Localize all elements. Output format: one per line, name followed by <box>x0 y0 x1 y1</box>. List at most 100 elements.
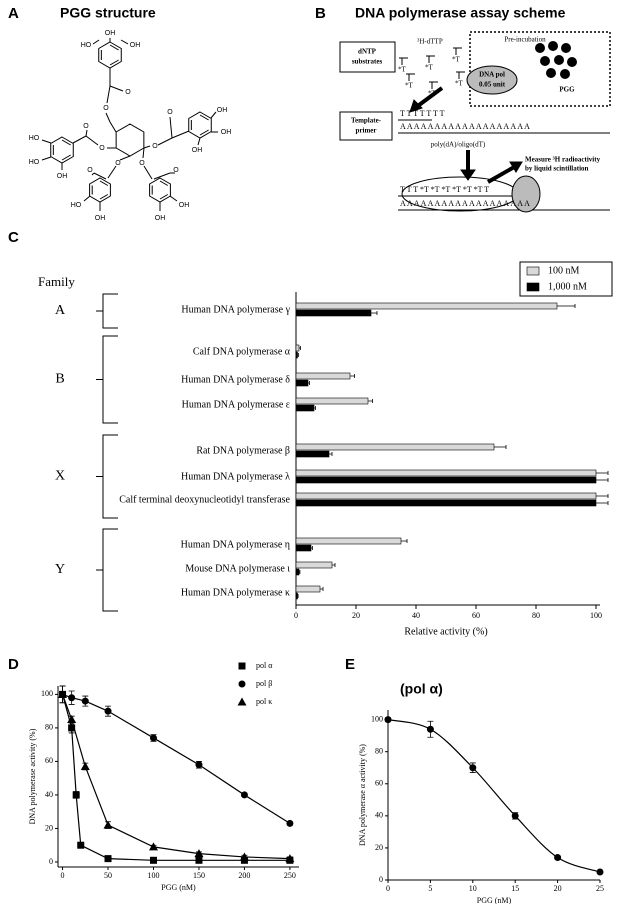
template-label: Template- <box>351 117 382 125</box>
bar <box>295 397 369 405</box>
data-point <box>68 724 76 732</box>
legend-marker <box>238 662 246 670</box>
bond <box>143 165 153 180</box>
ring <box>50 136 74 164</box>
bond <box>85 129 88 137</box>
bar <box>295 592 298 600</box>
bond <box>72 135 87 144</box>
atom-label: O <box>115 160 121 167</box>
enzyme-label: DNA pol <box>479 71 505 79</box>
category-label: Calf DNA polymerase α <box>193 346 291 357</box>
x-tick-label: 250 <box>284 871 296 880</box>
category-label: Human DNA polymerase γ <box>181 304 290 315</box>
enzyme-label: 0.05 unit <box>479 81 506 89</box>
bar <box>295 351 298 359</box>
atom-label: O <box>125 89 131 96</box>
substrate-label: substrates <box>352 58 383 66</box>
double-bond <box>199 114 209 121</box>
legend-marker <box>238 680 246 688</box>
bar <box>295 404 315 412</box>
error-bar <box>596 471 609 475</box>
y-tick-label: 100 <box>41 689 53 698</box>
bar <box>295 585 321 593</box>
series-line <box>61 694 290 860</box>
atom-label: O <box>152 143 158 150</box>
y-tick-label: 40 <box>375 811 383 820</box>
strand-label: A A A A A A A A A A A A A A A A A A A <box>400 122 530 131</box>
data-point <box>104 707 112 715</box>
panel-letter: E <box>345 656 355 673</box>
data-point <box>149 734 157 742</box>
bond <box>210 111 217 119</box>
x-tick-label: 80 <box>532 611 540 620</box>
data-point <box>426 725 434 733</box>
x-tick-label: 25 <box>596 884 604 893</box>
bond <box>109 85 124 92</box>
arrow-head <box>509 161 523 173</box>
atom-label: OH <box>95 215 106 222</box>
data-point <box>72 791 80 799</box>
bar <box>295 492 597 500</box>
x-axis-label: Relative activity (%) <box>404 626 487 637</box>
preincubation-label: Pre-incubation <box>504 36 546 44</box>
panel-title: DNA polymerase assay scheme <box>355 5 566 21</box>
data-point <box>285 854 295 863</box>
substrate-box <box>339 41 396 73</box>
nucleotide-label: *T <box>405 82 414 90</box>
error-bar <box>350 374 355 378</box>
double-bond <box>61 154 71 161</box>
atom-label: O <box>173 167 179 174</box>
category-label: Human DNA polymerase η <box>181 539 290 550</box>
atom-label: O <box>103 105 109 112</box>
x-tick-label: 100 <box>147 871 159 880</box>
bond <box>197 137 201 146</box>
bond <box>93 172 107 180</box>
legend-swatch <box>526 266 540 276</box>
x-tick-label: 100 <box>590 611 602 620</box>
data-point <box>469 764 477 772</box>
panel-letter: B <box>315 5 326 22</box>
atom-label: O <box>83 123 89 130</box>
atom-label: HO <box>81 42 92 49</box>
data-point <box>58 689 68 698</box>
error-bar <box>297 353 299 357</box>
nucleotide-label: *T <box>425 64 434 72</box>
bond <box>107 165 117 179</box>
error-bar <box>311 546 313 550</box>
bar <box>295 372 351 380</box>
category-label: Human DNA polymerase ε <box>182 399 290 410</box>
bond <box>119 155 131 161</box>
bar <box>295 450 330 458</box>
y-axis-label: DNA polymerase α activity (%) <box>358 744 367 846</box>
legend-label: 100 nM <box>548 265 580 276</box>
panel-letter: A <box>8 5 19 22</box>
data-point <box>149 856 157 864</box>
data-point <box>239 852 249 861</box>
atom-label: OH <box>105 30 116 37</box>
pgg-molecules <box>535 41 577 79</box>
atom-label: HO <box>29 159 40 166</box>
arrow <box>413 86 444 110</box>
x-tick-label: 20 <box>352 611 360 620</box>
x-tick-label: 0 <box>61 871 65 880</box>
atom-label: O <box>139 160 145 167</box>
double-bond <box>199 129 209 136</box>
error-bar <box>368 399 373 403</box>
bar <box>295 561 333 569</box>
ring <box>188 111 212 139</box>
legend-label: pol β <box>256 679 272 688</box>
y-axis-label: DNA polymerase activity (%) <box>28 728 37 824</box>
data-point <box>240 791 248 799</box>
series-line <box>62 693 291 824</box>
x-tick-label: 40 <box>412 611 420 620</box>
bond <box>92 39 100 45</box>
error-bar <box>494 445 507 449</box>
double-bond <box>99 194 109 200</box>
template-label: primer <box>356 127 377 135</box>
substrate-name: poly(dA)/oligo(dT) <box>431 141 486 149</box>
data-point <box>194 849 204 858</box>
bar <box>295 568 300 576</box>
data-point <box>103 820 113 829</box>
category-label: Human DNA polymerase κ <box>181 587 290 598</box>
bond <box>120 39 129 45</box>
